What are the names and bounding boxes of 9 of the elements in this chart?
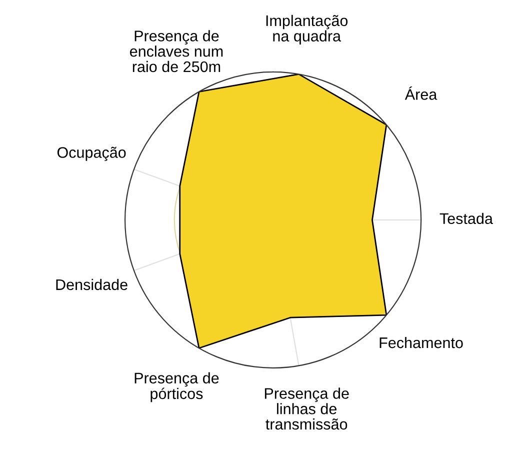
spoke-label: Presença de enclaves num raio de 250m [130,30,223,72]
spoke-label: Implantação na quadra [266,14,348,45]
spoke-label: Presença de pórticos [134,372,219,402]
spoke-label: Ocupação [57,146,126,161]
spoke-label: Fechamento [380,336,463,348]
spoke-label: Presença de linhas de transmissão [264,388,349,430]
spoke-label: Área [404,86,438,100]
spoke-label: Testada [440,212,493,224]
spoke-label: Densidade [56,278,128,290]
